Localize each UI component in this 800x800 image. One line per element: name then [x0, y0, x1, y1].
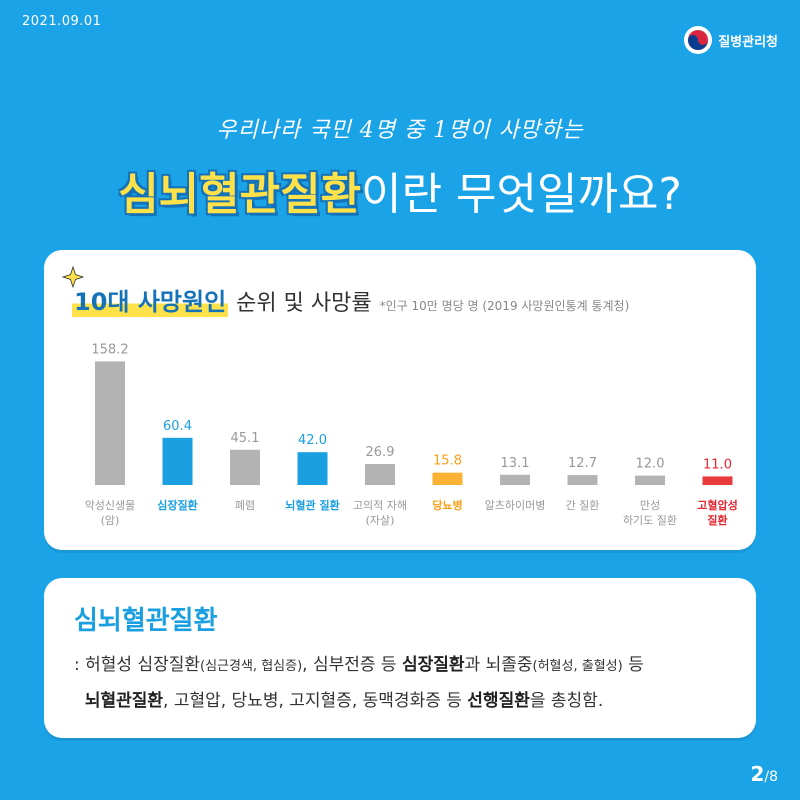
def-part: , 심부전증 등 [302, 655, 402, 675]
category-label: 악성신생물 [85, 499, 136, 512]
def-bold: 심장질환 [401, 655, 465, 675]
def-part: 을 총칭함. [529, 691, 604, 711]
bar-value-label: 42.0 [298, 433, 327, 448]
hero-title: 심뇌혈관질환이란 무엇일까요? [0, 158, 800, 222]
def-bold: 뇌혈관질환 [84, 691, 164, 711]
bar-value-label: 45.1 [231, 431, 260, 446]
hero-title-rest: 이란 무엇일까요? [361, 169, 682, 220]
death-rate-bar-chart: 158.2 악성신생물 (암) 60.4 심장질환 45.1 폐렴 42.0 뇌혈관 질환 26.… [85, 342, 738, 527]
def-small: (허혈성, 출혈성) [532, 659, 623, 674]
category-label: 당뇨병 [432, 498, 462, 512]
category-label: 심장질환 [157, 498, 197, 512]
chart-heading-highlight: 10대 사망원인 [72, 282, 229, 317]
pagination: 2/8 [750, 762, 778, 786]
def-bold: 선행질환 [467, 691, 530, 711]
bar [230, 449, 260, 485]
def-part: 과 뇌졸중 [464, 655, 533, 675]
chart-heading-rest: 순위 및 사망률 [236, 291, 372, 316]
def-part: : 허혈성 심장질환 [74, 655, 201, 675]
category-label: 만성 [640, 499, 660, 512]
category-label: 알츠하이머병 [485, 498, 546, 512]
category-label: (자살) [366, 514, 395, 527]
bar [500, 474, 530, 485]
hero-title-highlight: 심뇌혈관질환 [118, 169, 362, 220]
bar-value-label: 11.0 [703, 457, 732, 472]
category-label: (암) [101, 514, 120, 527]
bar-value-label: 26.9 [366, 445, 395, 460]
category-label: 질환 [707, 513, 727, 527]
category-label: 고의적 자해 [353, 498, 407, 512]
bar-value-label: 12.0 [636, 457, 665, 472]
bar-value-label: 12.7 [568, 456, 597, 471]
def-small: (심근경색, 협심증) [200, 659, 303, 674]
bar-value-label: 158.2 [91, 342, 128, 357]
category-label: 고혈압성 [697, 498, 737, 512]
chart-card: 10대 사망원인 순위 및 사망률 *인구 10만 명당 명 (2019 사망원… [44, 250, 756, 550]
org-name: 질병관리청 [718, 34, 778, 50]
org-logo: 질병관리청 [684, 26, 778, 54]
def-part: , 고혈압, 당뇨병, 고지혈증, 동맥경화증 등 [163, 691, 468, 711]
date: 2021.09.01 [22, 14, 102, 29]
category-label: 폐렴 [235, 499, 255, 512]
bar [95, 361, 125, 485]
bar [432, 472, 463, 485]
chart-heading: 10대 사망원인 순위 및 사망률 *인구 10만 명당 명 (2019 사망원… [72, 282, 629, 317]
hero-subtitle: 우리나라 국민 4명 중 1명이 사망하는 [216, 118, 584, 143]
page-total: /8 [764, 769, 778, 785]
bar-value-label: 15.8 [433, 454, 462, 469]
bar [162, 437, 193, 485]
definition-title: 심뇌혈관질환 [74, 606, 218, 636]
bar-value-label: 60.4 [163, 419, 192, 434]
def-part: 등 [622, 655, 644, 675]
bar [567, 475, 598, 485]
category-label: 하기도 질환 [623, 513, 677, 527]
page-current: 2 [750, 762, 765, 786]
bar [635, 475, 665, 485]
category-label: 간 질환 [566, 499, 600, 512]
bar-value-label: 13.1 [501, 456, 530, 471]
bar [702, 476, 733, 485]
definition-card: 심뇌혈관질환 : 허혈성 심장질환(심근경색, 협심증), 심부전증 등 심장질… [44, 578, 756, 738]
bar [365, 463, 395, 485]
bar [297, 452, 328, 485]
category-label: 뇌혈관 질환 [285, 498, 339, 512]
definition-body: : 허혈성 심장질환(심근경색, 협심증), 심부전증 등 심장질환과 뇌졸중(… [74, 648, 744, 718]
chart-heading-note: *인구 10만 명당 명 (2019 사망원인통계 통계청) [379, 299, 630, 313]
taegeuk-icon [684, 26, 713, 54]
